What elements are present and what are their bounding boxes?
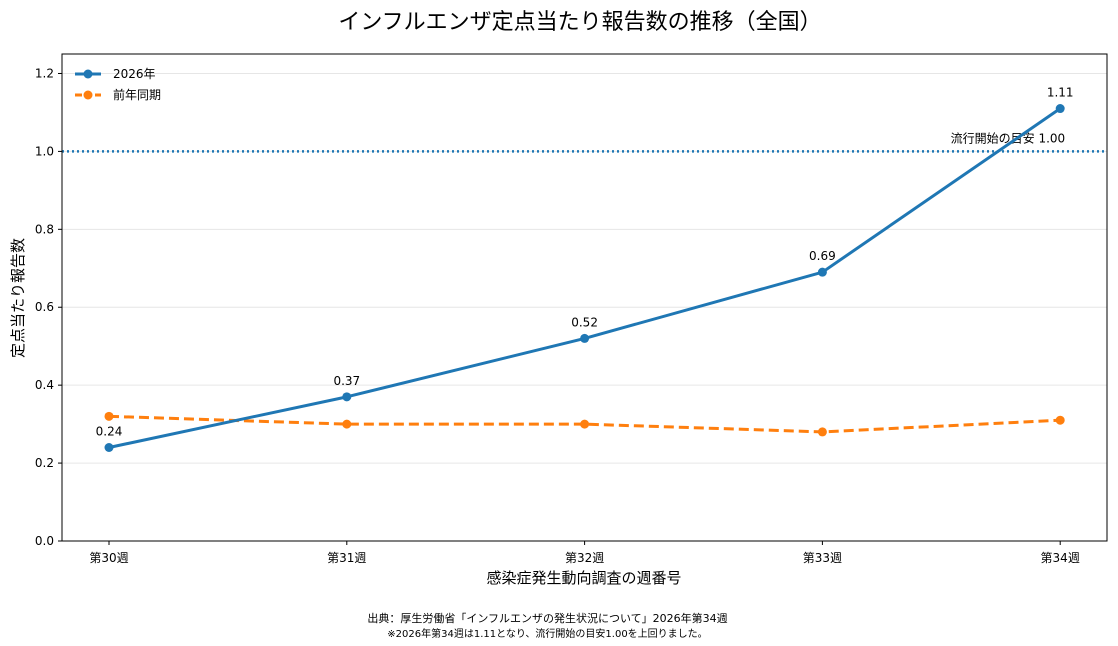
series-line [108,414,1061,434]
data-point [1055,415,1065,425]
data-point [342,392,352,402]
axes: 0.0 0.2 0.4 0.6 0.8 1.0 1.2 第30週 第31週 第32週 第33週 第34… [35,66,1080,565]
x-tick-label: 第30週 [89,551,128,565]
y-axis-label: 定点当たり報告数 [9,238,27,358]
data-label: 0.69 [809,249,836,263]
line-chart: 流行開始の目安 1.00 0.24 0.37 0.52 0.69 1.11 0.0 0.2… [9,10,1108,587]
source-note: 出典：厚生労働省「インフルエンザの発生状況について」2026年第34週 [367,612,728,625]
y-tick-label: 0.8 [35,222,54,236]
data-point [1055,104,1065,114]
x-tick-label: 第31週 [327,551,366,565]
data-point [104,442,114,452]
x-axis-label: 感染症発生動向調査の週番号 [486,569,681,587]
footnote: ※2026年第34週は1.11となり、流行開始の目安1.00を上回りました。 [387,629,708,640]
x-tick-label: 第34週 [1041,551,1080,565]
y-tick-label: 0.2 [35,456,54,470]
y-tick-label: 0.0 [35,534,54,548]
data-point [342,419,352,429]
x-tick-label: 第33週 [803,551,842,565]
data-point [104,411,114,421]
grid [62,72,1107,542]
legend-label: 2026年 [113,67,156,81]
x-tick-label: 第32週 [565,551,604,565]
legend-marker [83,69,93,79]
data-label: 0.24 [96,424,123,438]
chart-title: インフルエンザ定点当たり報告数の推移（全国） [338,10,821,35]
y-tick-label: 0.6 [35,300,54,314]
y-tick-label: 1.2 [35,66,54,80]
data-label: 1.11 [1047,86,1074,100]
legend-label: 前年同期 [113,87,161,102]
y-tick-label: 0.4 [35,378,54,392]
series-group: 0.24 0.37 0.52 0.69 1.11 [96,86,1074,452]
legend-marker [83,90,93,100]
reference-line-label: 流行開始の目安 1.00 [951,130,1066,145]
data-point [817,267,827,277]
plot-area [62,54,1107,541]
data-point [817,427,827,437]
data-point [580,333,590,343]
data-point [580,419,590,429]
data-label: 0.37 [333,374,360,388]
y-tick-label: 1.0 [35,144,54,158]
reference-line-group: 流行開始の目安 1.00 [62,130,1107,153]
data-label: 0.52 [571,315,598,329]
